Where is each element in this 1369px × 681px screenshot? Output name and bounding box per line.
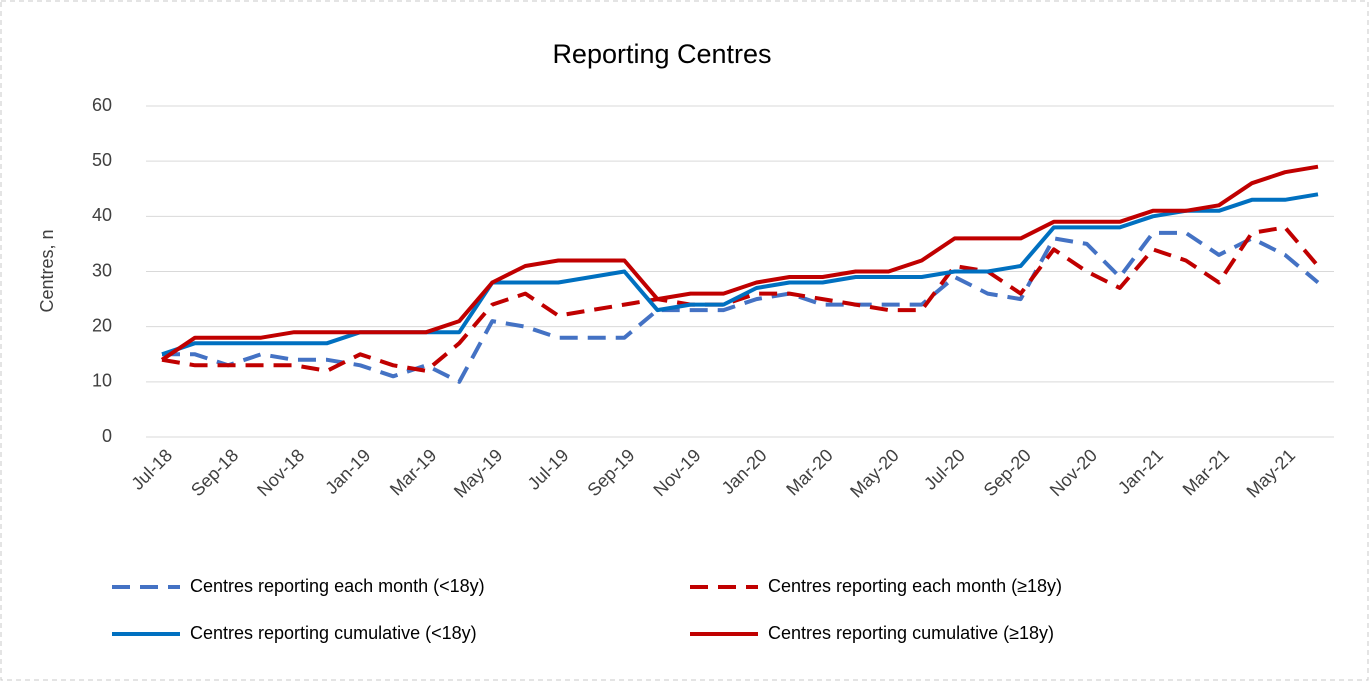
chart-title: Reporting Centres xyxy=(552,39,771,69)
y-tick-label: 20 xyxy=(92,315,112,335)
series-line xyxy=(160,164,1319,362)
y-axis-label: Centres, n xyxy=(37,229,57,312)
y-tick-label: 0 xyxy=(102,426,112,446)
y-tick-label: 10 xyxy=(92,371,112,391)
legend-label: Centres reporting cumulative (<18y) xyxy=(190,623,477,643)
y-tick-label: 60 xyxy=(92,95,112,115)
series-line xyxy=(162,230,1320,384)
legend-label: Centres reporting cumulative (≥18y) xyxy=(768,623,1054,643)
legend-label: Centres reporting each month (<18y) xyxy=(190,576,485,596)
y-tick-label: 50 xyxy=(92,150,112,170)
series-line xyxy=(161,225,1320,373)
y-tick-label: 30 xyxy=(92,260,112,280)
legend-label: Centres reporting each month (≥18y) xyxy=(768,576,1062,596)
y-tick-label: 40 xyxy=(92,205,112,225)
